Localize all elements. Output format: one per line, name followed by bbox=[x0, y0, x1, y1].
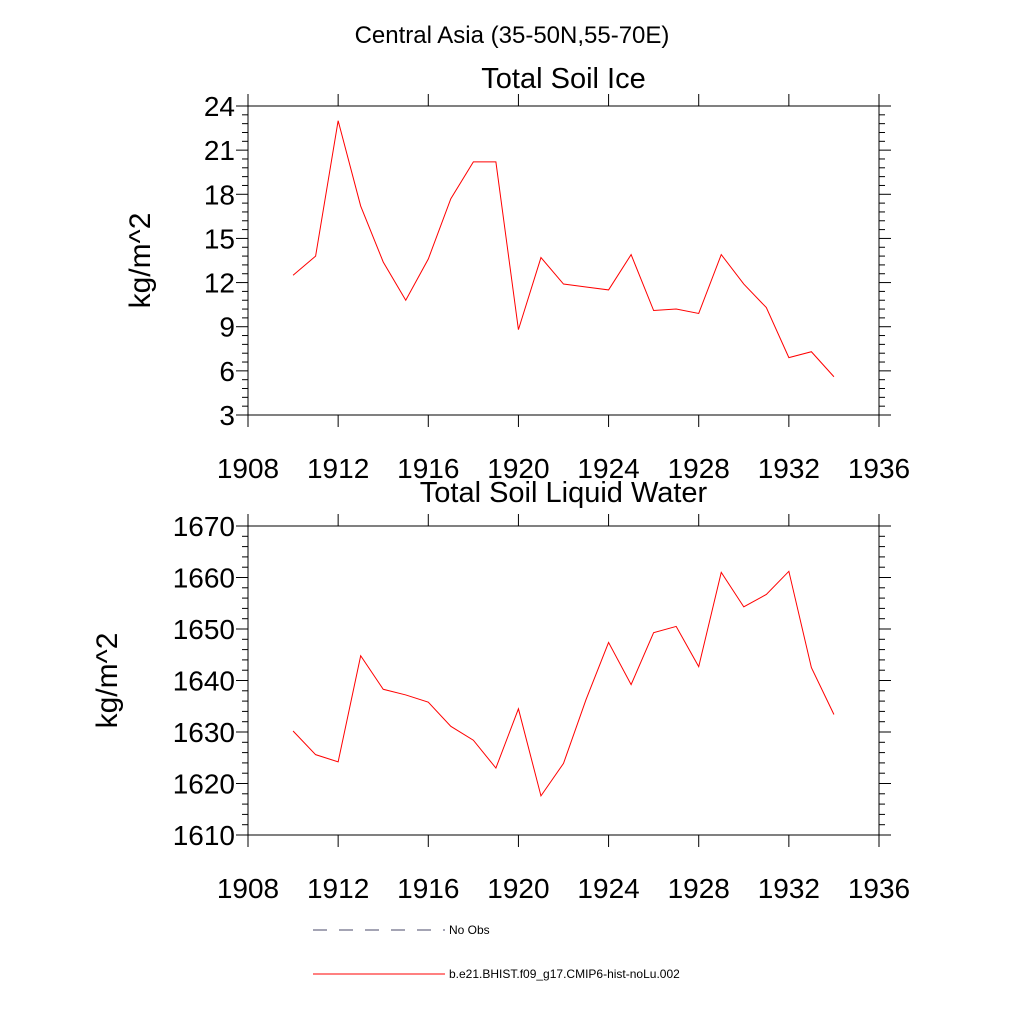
y-tick-label: 6 bbox=[219, 356, 235, 387]
x-tick-label: 1916 bbox=[397, 873, 459, 904]
x-tick-label: 1936 bbox=[848, 873, 910, 904]
plot-frame bbox=[247, 105, 880, 416]
panel-total-soil-liquid-water: Total Soil Liquid Water 1908 1912 1916 1920 1… bbox=[91, 477, 910, 904]
x-tick-label: 1928 bbox=[668, 873, 730, 904]
series-line bbox=[292, 570, 835, 798]
y-axis-label: kg/m^2 bbox=[124, 213, 157, 309]
y-tick-label: 1660 bbox=[173, 563, 235, 594]
y-tick-label: 18 bbox=[204, 179, 235, 210]
y-tick-label: 24 bbox=[204, 91, 235, 122]
x-tick-label: 1924 bbox=[577, 453, 639, 484]
y-tick-label: 21 bbox=[204, 135, 235, 166]
title-total-soil-liquid-water: Total Soil Liquid Water bbox=[420, 477, 708, 509]
x-tick-label: 1932 bbox=[758, 453, 820, 484]
x-tick-label: 1908 bbox=[217, 453, 279, 484]
x-tick-label: 1916 bbox=[397, 453, 459, 484]
y-tick-label: 1670 bbox=[173, 511, 235, 542]
y-tick-label: 9 bbox=[219, 312, 235, 343]
legend-model-label: b.e21.BHIST.f09_g17.CMIP6-hist-noLu.002 bbox=[449, 967, 680, 981]
y-tick-label: 12 bbox=[204, 268, 235, 299]
y-tick-label: 1620 bbox=[173, 769, 235, 800]
x-tick-label: 1908 bbox=[217, 873, 279, 904]
x-tick-label: 1936 bbox=[848, 453, 910, 484]
panel-total-soil-ice: Total Soil Ice 1908 1912 1916 1920 1924 1928 19… bbox=[124, 63, 910, 484]
y-tick-label: 1610 bbox=[173, 820, 235, 851]
y-tick-label: 3 bbox=[219, 400, 235, 431]
y-axis-label: kg/m^2 bbox=[91, 633, 124, 729]
x-tick-label: 1924 bbox=[577, 873, 639, 904]
x-tick-label: 1920 bbox=[487, 453, 549, 484]
y-tick-label: 1640 bbox=[173, 666, 235, 697]
x-tick-label: 1932 bbox=[758, 873, 820, 904]
title-total-soil-ice: Total Soil Ice bbox=[481, 63, 645, 95]
figure-suptitle: Central Asia (35-50N,55-70E) bbox=[355, 22, 670, 49]
plot-frame bbox=[247, 525, 880, 836]
x-tick-label: 1928 bbox=[668, 453, 730, 484]
y-tick-label: 1630 bbox=[173, 717, 235, 748]
legend-no-obs-label: No Obs bbox=[449, 923, 490, 937]
x-tick-label: 1912 bbox=[307, 453, 369, 484]
x-tick-label: 1920 bbox=[487, 873, 549, 904]
series-line bbox=[292, 120, 835, 378]
legend: No Obs b.e21.BHIST.f09_g17.CMIP6-hist-no… bbox=[313, 923, 680, 981]
y-tick-label: 15 bbox=[204, 223, 235, 254]
y-tick-label: 1650 bbox=[173, 614, 235, 645]
x-tick-label: 1912 bbox=[307, 873, 369, 904]
